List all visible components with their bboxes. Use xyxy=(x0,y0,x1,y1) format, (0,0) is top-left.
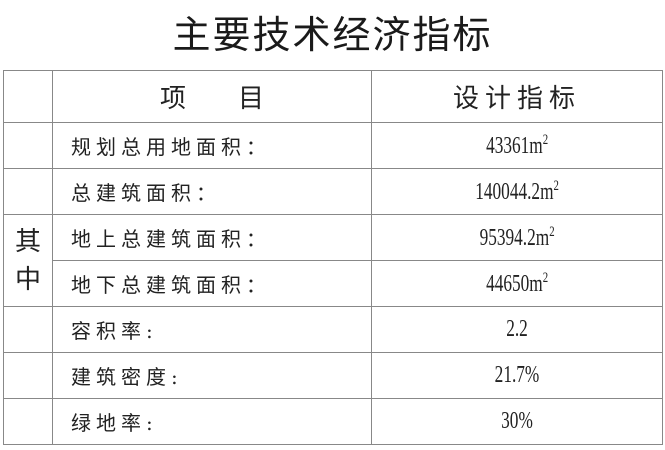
header-empty-cell xyxy=(3,70,53,123)
item-label: 地上总建筑面积： xyxy=(52,214,372,261)
table-row: 绿地率: 30% xyxy=(3,398,663,445)
table-row: 建筑密度: 21.7% xyxy=(3,352,663,399)
item-label: 规划总用地面积： xyxy=(52,122,372,169)
item-value: 43361m xyxy=(485,132,543,159)
item-label: 地下总建筑面积： xyxy=(52,260,372,307)
table-header-row: 项 目 设计指标 xyxy=(3,70,663,123)
item-value: 95394.2m xyxy=(479,224,550,251)
unit-superscript: 2 xyxy=(553,177,559,194)
item-label: 建筑密度: xyxy=(52,352,372,399)
item-value: 44650m xyxy=(485,270,543,297)
table-row: 容积率: 2.2 xyxy=(3,306,663,353)
item-value: 2.2 xyxy=(506,316,528,342)
table-row: 规划总用地面积： 43361m2 xyxy=(3,122,663,169)
item-value: 140044.2m xyxy=(475,178,554,205)
item-value: 30% xyxy=(501,408,533,434)
item-value: 21.7% xyxy=(494,362,540,388)
table-row: 地下总建筑面积： 44650m2 xyxy=(4,260,663,307)
header-value: 设计指标 xyxy=(371,70,663,123)
page-title: 主要技术经济指标 xyxy=(172,13,493,57)
unit-superscript: 2 xyxy=(542,131,549,148)
table-row: 总建筑面积： 140044.2m2 xyxy=(3,168,663,215)
item-label: 总建筑面积： xyxy=(52,168,372,215)
header-item: 项 目 xyxy=(52,70,372,123)
item-label: 容积率: xyxy=(52,306,372,353)
group-label: 其中 xyxy=(3,214,53,307)
indicators-table: 项 目 设计指标 规划总用地面积： 43361m2 总建筑面积： 140044.… xyxy=(3,70,663,445)
unit-superscript: 2 xyxy=(549,223,555,240)
unit-superscript: 2 xyxy=(542,269,549,286)
table-row: 其中 地上总建筑面积： 95394.2m2 xyxy=(3,214,663,307)
item-label: 绿地率: xyxy=(52,398,372,445)
